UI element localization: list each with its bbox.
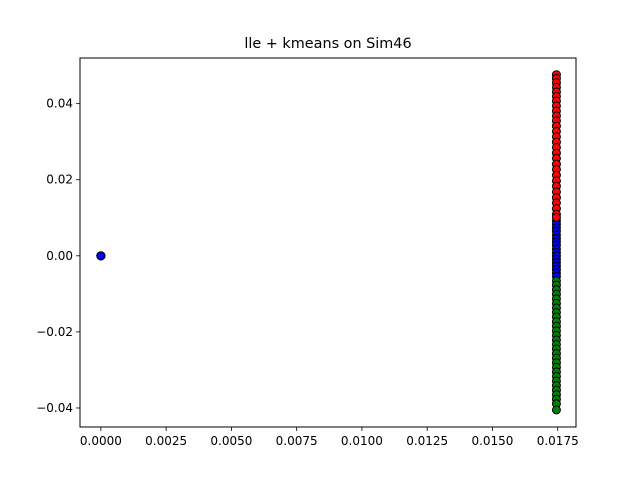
chart-title: lle + kmeans on Sim46 <box>244 36 411 52</box>
x-tick-label: 0.0175 <box>537 434 579 448</box>
y-axis-ticks: −0.04 −0.02 0.00 0.02 0.04 <box>36 97 80 415</box>
plot-area-frame <box>79 57 577 428</box>
y-tick-label: 0.00 <box>46 249 73 263</box>
data-point <box>551 405 561 415</box>
point-series-1 <box>551 70 561 222</box>
x-tick-label: 0.0050 <box>210 434 252 448</box>
x-axis-ticks: 0.0000 0.0025 0.0050 0.0075 0.0100 0.0125 0.01… <box>80 427 579 448</box>
point-series-2 <box>551 276 561 415</box>
data-point <box>96 251 106 261</box>
point-series-0 <box>96 216 561 281</box>
y-tick-label: −0.04 <box>36 401 73 415</box>
x-tick-label: 0.0025 <box>145 434 187 448</box>
x-tick-label: 0.0125 <box>406 434 448 448</box>
y-tick-label: −0.02 <box>36 325 73 339</box>
points-layer <box>96 70 561 415</box>
x-tick-label: 0.0150 <box>471 434 513 448</box>
y-tick-label: 0.04 <box>46 97 73 111</box>
x-tick-label: 0.0100 <box>341 434 383 448</box>
x-tick-label: 0.0000 <box>80 434 122 448</box>
x-tick-label: 0.0075 <box>276 434 318 448</box>
data-point <box>551 212 561 222</box>
y-tick-label: 0.02 <box>46 173 73 187</box>
